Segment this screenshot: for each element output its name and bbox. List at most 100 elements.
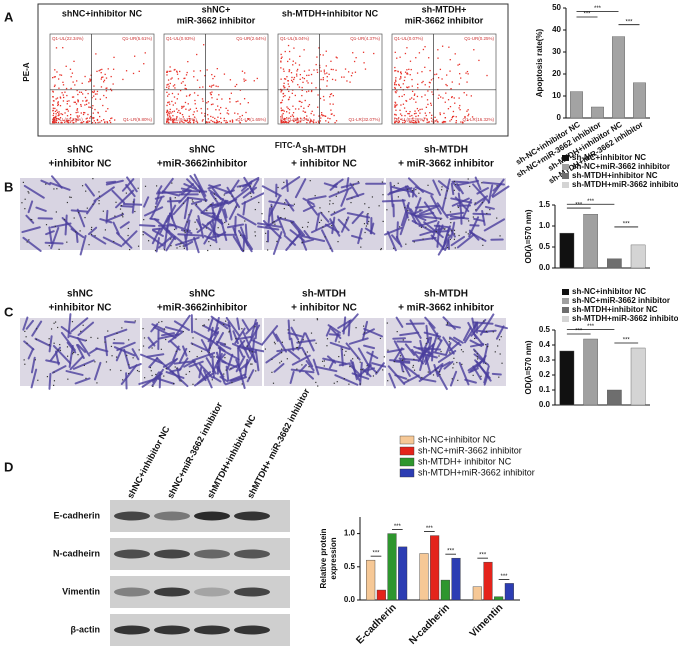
pore — [66, 241, 68, 243]
flow-event — [404, 52, 407, 55]
pore — [186, 221, 188, 223]
pore — [458, 234, 460, 237]
cell — [491, 185, 510, 198]
flow-event — [218, 94, 220, 96]
flow-event — [327, 121, 330, 123]
cell — [349, 182, 360, 198]
pore — [250, 196, 252, 198]
flow-event — [293, 120, 295, 123]
flow-event — [429, 112, 431, 114]
flow-event — [174, 68, 176, 71]
flow-event — [170, 112, 172, 114]
flow-event — [422, 80, 424, 83]
flow-event — [243, 98, 246, 100]
cell — [472, 183, 491, 204]
cell — [154, 195, 165, 200]
flow-event — [288, 96, 291, 98]
pore — [452, 367, 454, 369]
flow-event — [82, 121, 85, 123]
pore — [399, 355, 402, 357]
cell — [294, 178, 307, 199]
flow-event — [454, 53, 456, 55]
micrograph-label: + inhibitor NC — [291, 159, 357, 170]
cell — [414, 204, 437, 209]
flow-event — [394, 70, 396, 72]
flow-event — [452, 110, 455, 113]
flow-event — [57, 103, 60, 106]
pore — [287, 329, 289, 331]
pore — [26, 342, 28, 344]
pore — [352, 358, 354, 360]
flow-event — [66, 115, 69, 117]
flow-event — [184, 101, 187, 104]
cell — [167, 199, 182, 203]
flow-event — [293, 47, 295, 49]
pore — [308, 366, 310, 368]
y-tick-label: 0.5 — [539, 242, 551, 251]
bar — [559, 350, 575, 406]
bar — [483, 561, 493, 601]
pore — [402, 339, 404, 341]
flow-event — [397, 121, 399, 124]
flow-event — [235, 83, 238, 86]
pore — [160, 348, 162, 350]
pore — [407, 210, 409, 212]
flow-event — [196, 79, 199, 81]
flow-event — [426, 118, 428, 120]
pore — [81, 185, 84, 187]
cell — [50, 222, 72, 229]
sig-label: *** — [583, 12, 591, 18]
flow-event — [304, 111, 306, 113]
bar — [376, 589, 386, 601]
flow-event — [188, 117, 191, 120]
flow-event — [225, 107, 227, 110]
flow-event — [411, 90, 414, 93]
flow-event — [449, 105, 452, 108]
flow-event — [241, 70, 244, 72]
flow-event — [111, 117, 113, 119]
flow-event — [174, 87, 176, 89]
flow-event — [204, 112, 206, 115]
pore — [501, 362, 503, 364]
x-tick-label: N-cadherin — [407, 602, 452, 647]
flow-event — [303, 77, 306, 80]
pore — [432, 374, 435, 376]
flow-event — [65, 87, 68, 90]
cell — [304, 332, 315, 352]
flow-event — [280, 121, 282, 124]
flow-event — [166, 91, 168, 94]
pore — [396, 331, 398, 333]
pore — [217, 227, 219, 229]
cell — [70, 228, 85, 239]
flow-event — [299, 78, 301, 80]
flow-event — [215, 121, 217, 124]
cell — [183, 183, 201, 192]
flow-event — [219, 112, 222, 115]
y-tick-label: 10 — [552, 91, 561, 100]
flow-event — [296, 117, 298, 119]
pore — [224, 357, 226, 359]
flow-event — [69, 117, 72, 119]
flow-event — [347, 71, 350, 73]
pore — [274, 343, 276, 345]
flow-event — [319, 120, 321, 122]
pore — [293, 319, 295, 321]
cell — [261, 325, 279, 345]
flow-event — [281, 89, 283, 92]
cell — [475, 198, 486, 212]
pore — [116, 332, 118, 334]
flow-event — [60, 74, 63, 76]
flow-event — [96, 118, 99, 121]
flow-event — [323, 69, 325, 71]
flow-event — [413, 113, 416, 115]
flow-event — [78, 115, 80, 117]
legend-swatch — [399, 457, 415, 467]
flow-event — [166, 86, 168, 88]
flow-event — [75, 118, 78, 121]
flow-event — [66, 94, 68, 97]
flow-event — [291, 114, 294, 116]
pore — [412, 366, 414, 368]
cell — [393, 340, 406, 361]
flow-event — [434, 116, 436, 119]
cell — [157, 191, 183, 195]
